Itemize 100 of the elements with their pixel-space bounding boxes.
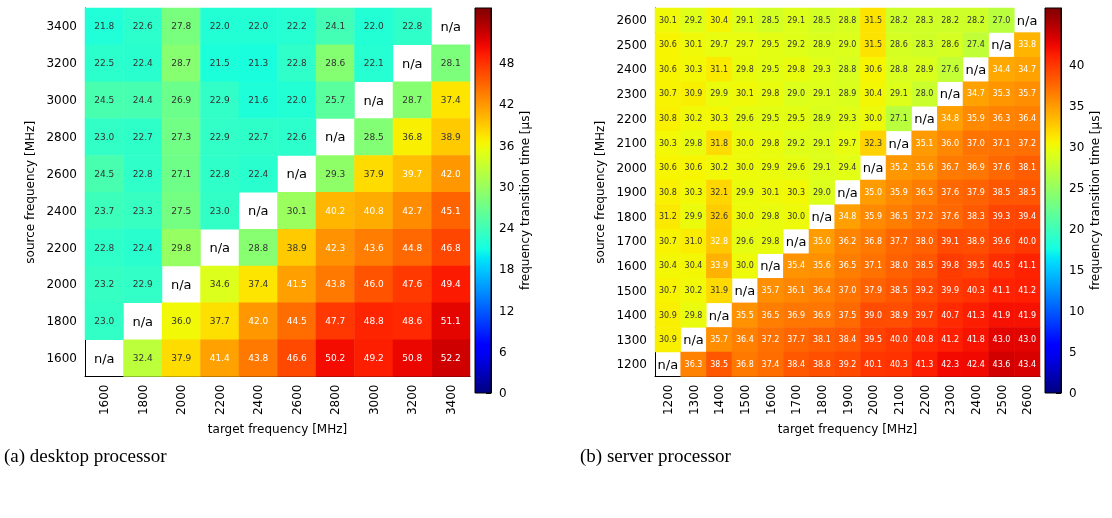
- data-label: 30.9: [658, 310, 677, 320]
- data-label: 36.9: [812, 310, 831, 320]
- data-label: 48.8: [363, 316, 385, 327]
- data-label: 30.3: [658, 138, 677, 148]
- data-label: 28.5: [812, 15, 831, 25]
- data-label: 22.4: [132, 58, 154, 69]
- data-label: 30.4: [864, 89, 883, 99]
- data-label: 35.9: [889, 187, 908, 197]
- text: n/a: [363, 92, 385, 108]
- data-label: 39.7: [402, 168, 423, 179]
- data-label: 38.9: [889, 310, 908, 320]
- color-bar-label: 25: [1069, 181, 1085, 196]
- data-label: 41.3: [966, 310, 985, 320]
- data-label: 36.3: [992, 114, 1011, 124]
- data-label: 30.6: [658, 163, 677, 173]
- data-label: 42.0: [248, 316, 269, 327]
- y-tick-label: 2100: [616, 136, 647, 151]
- data-label: 29.6: [787, 163, 806, 173]
- x-tick-label: 3000: [366, 384, 381, 416]
- data-label: 30.1: [735, 89, 754, 99]
- x-tick-label: 1800: [135, 384, 150, 416]
- y-axis-title: source frequency [MHz]: [592, 120, 607, 264]
- text: n/a: [837, 184, 858, 200]
- color-bar-label: 0: [499, 386, 507, 400]
- data-label: 29.1: [735, 15, 754, 25]
- data-label: 22.2: [286, 21, 307, 32]
- data-label: 22.9: [209, 132, 231, 142]
- data-label: 23.0: [94, 132, 115, 142]
- data-label: 36.8: [402, 132, 423, 142]
- data-label: 29.8: [684, 310, 703, 320]
- text: n/a: [888, 135, 910, 151]
- data-label: 40.0: [889, 335, 908, 345]
- data-label: 36.2: [838, 236, 857, 246]
- data-label: 24.5: [94, 168, 115, 179]
- data-label: 22.1: [363, 58, 384, 69]
- text: n/a: [991, 37, 1012, 53]
- y-tick-label: 1400: [616, 308, 647, 323]
- data-label: 22.8: [402, 21, 423, 32]
- data-label: 24.5: [94, 95, 115, 106]
- data-label: 31.0: [684, 236, 703, 246]
- data-label: 34.8: [838, 212, 857, 222]
- data-label: 40.3: [966, 286, 985, 296]
- text: n/a: [324, 129, 346, 145]
- data-label: 30.7: [658, 286, 677, 296]
- data-label: 29.0: [787, 89, 806, 99]
- data-label: 30.3: [787, 187, 806, 197]
- text: (a) desktop processor: [4, 445, 167, 467]
- data-label: 22.8: [209, 168, 231, 179]
- data-label: 36.4: [812, 286, 831, 296]
- x-tick-label: 1700: [789, 384, 804, 416]
- data-label: 38.9: [286, 242, 308, 253]
- data-label: 37.9: [363, 168, 385, 179]
- data-label: 41.1: [992, 286, 1011, 296]
- data-label: 41.2: [1018, 286, 1037, 296]
- data-label: 37.0: [966, 138, 985, 148]
- data-label: 29.3: [838, 114, 857, 124]
- data-label: 46.8: [440, 242, 462, 253]
- data-label: 49.4: [440, 279, 462, 290]
- data-label: 42.0: [440, 168, 462, 179]
- y-tick-label: 2400: [46, 203, 77, 218]
- data-label: 29.9: [684, 212, 703, 222]
- y-tick-label: 2000: [46, 277, 77, 292]
- data-label: 31.9: [710, 286, 729, 296]
- y-tick-label: 1300: [616, 332, 647, 347]
- data-label: 30.6: [658, 40, 677, 50]
- text: n/a: [683, 332, 704, 348]
- data-label: 30.2: [684, 286, 703, 296]
- x-tick-label: 1500: [737, 384, 752, 416]
- data-label: 29.2: [787, 40, 806, 50]
- data-label: 22.9: [132, 279, 154, 290]
- data-label: 42.4: [966, 359, 985, 369]
- data-label: 26.9: [171, 95, 192, 106]
- data-label: 37.1: [992, 138, 1011, 148]
- data-label: 29.8: [761, 89, 780, 99]
- text: n/a: [286, 166, 308, 182]
- data-label: 40.8: [915, 335, 934, 345]
- data-label: 22.0: [248, 21, 269, 32]
- data-label: 25.7: [325, 95, 346, 106]
- data-label: 38.8: [812, 359, 831, 369]
- data-label: 39.1: [941, 236, 960, 246]
- text: n/a: [440, 18, 462, 34]
- data-label: 37.9: [864, 286, 883, 296]
- x-tick-label: 2400: [251, 384, 266, 416]
- x-tick-label: 2600: [289, 384, 304, 416]
- data-label: 28.5: [761, 15, 780, 25]
- data-label: 39.2: [838, 359, 857, 369]
- x-tick-label: 3200: [405, 384, 420, 416]
- data-label: 38.5: [915, 261, 934, 271]
- text: n/a: [1016, 12, 1038, 28]
- data-label: 36.5: [838, 261, 857, 271]
- data-label: 22.5: [94, 58, 115, 69]
- x-tick-label: 1200: [660, 384, 675, 416]
- data-label: 32.3: [864, 138, 883, 148]
- data-label: 29.8: [171, 242, 192, 253]
- data-label: 30.8: [658, 187, 677, 197]
- data-label: 30.6: [684, 163, 703, 173]
- data-label: 28.8: [248, 242, 269, 253]
- data-label: 28.7: [402, 95, 423, 106]
- data-label: 41.5: [286, 279, 307, 290]
- data-label: 23.7: [94, 205, 115, 216]
